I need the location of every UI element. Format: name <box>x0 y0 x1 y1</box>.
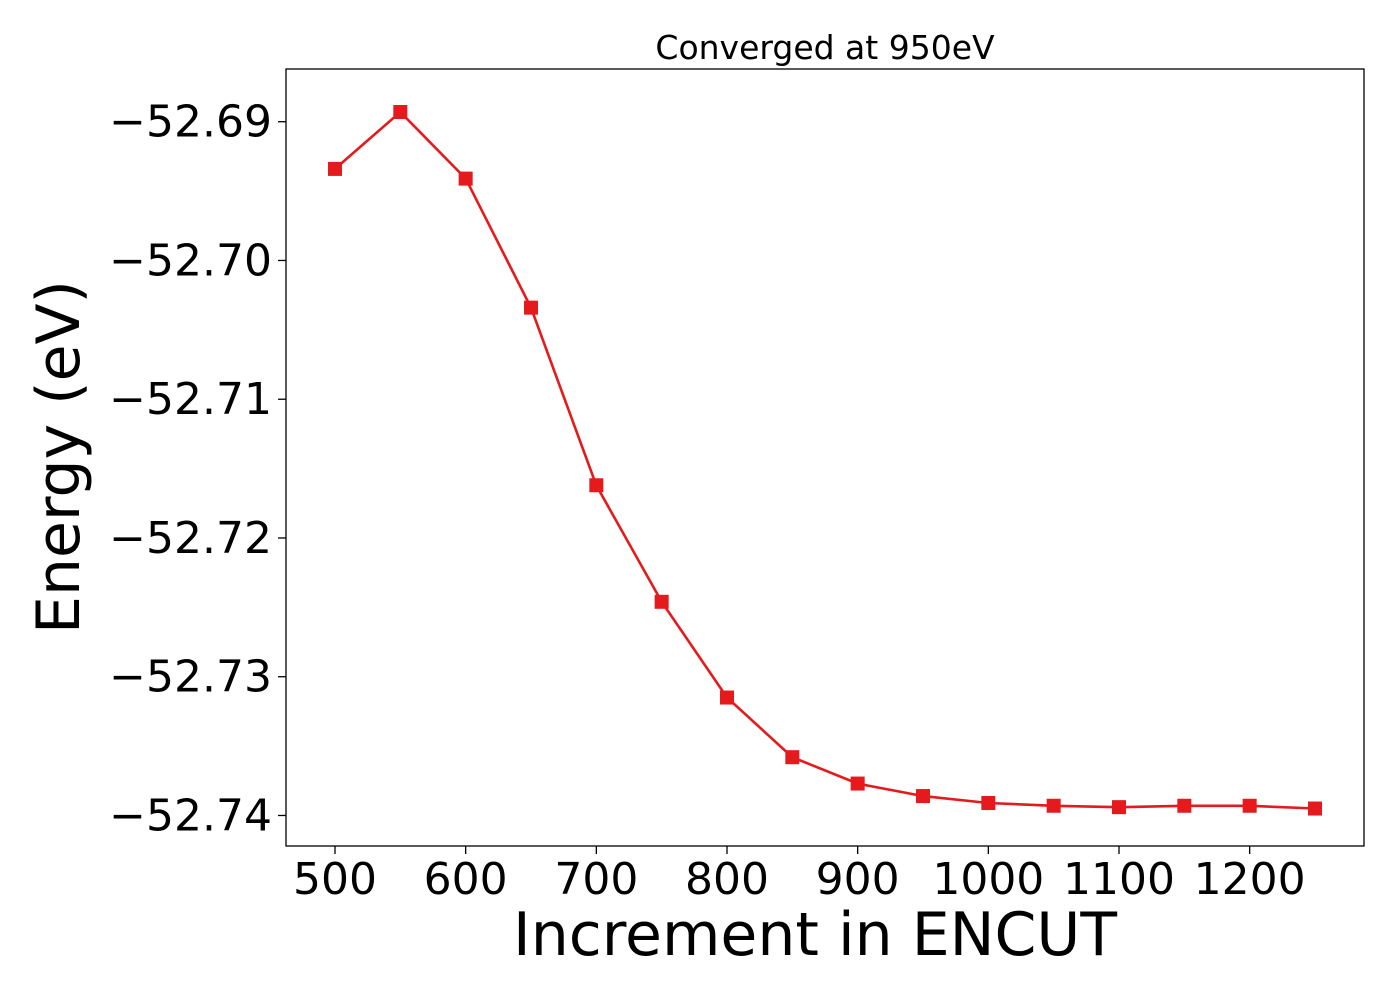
data-point-marker <box>1046 798 1061 813</box>
y-tick-label: −52.70 <box>109 235 272 286</box>
x-tick-label: 1200 <box>1194 854 1306 905</box>
data-point-marker <box>328 161 342 176</box>
data-point-marker <box>589 478 604 493</box>
y-axis-label: Energy (eV) <box>24 280 94 634</box>
data-point-marker <box>1177 798 1192 813</box>
data-point-marker <box>654 594 669 609</box>
y-tick-label: −52.73 <box>109 652 272 703</box>
data-point-marker <box>1308 801 1322 816</box>
plot-area-frame <box>285 68 1365 847</box>
x-tick-label: 1000 <box>932 854 1044 905</box>
chart-title: Converged at 950eV <box>655 28 995 67</box>
x-axis: 500 600 700 800 900 1000 1100 1200 <box>293 846 1306 905</box>
x-axis-label: Increment in ENCUT <box>513 900 1117 970</box>
data-point-marker <box>1112 800 1126 815</box>
data-point-marker <box>916 789 930 804</box>
y-axis: −52.69 −52.70 −52.71 −52.72 −52.73 −52.74 <box>109 97 286 841</box>
data-point-marker <box>1242 798 1257 813</box>
data-point-marker <box>850 776 865 791</box>
x-tick-label: 600 <box>424 854 508 905</box>
x-tick-label: 800 <box>685 854 769 905</box>
data-point-marker <box>393 105 408 120</box>
data-point-marker <box>720 690 734 705</box>
y-tick-label: −52.74 <box>109 790 272 841</box>
data-point-marker <box>785 750 800 765</box>
x-tick-label: 500 <box>293 854 377 905</box>
series-line-group <box>328 105 1322 816</box>
y-tick-label: −52.69 <box>109 97 272 148</box>
x-tick-label: 700 <box>554 854 638 905</box>
data-point-marker <box>458 171 473 186</box>
y-tick-label: −52.71 <box>109 374 272 425</box>
x-tick-label: 900 <box>816 854 900 905</box>
series-line <box>334 110 1316 810</box>
data-point-marker <box>524 300 538 315</box>
x-tick-label: 1100 <box>1063 854 1175 905</box>
data-point-marker <box>981 795 996 810</box>
y-tick-label: −52.72 <box>109 513 272 564</box>
